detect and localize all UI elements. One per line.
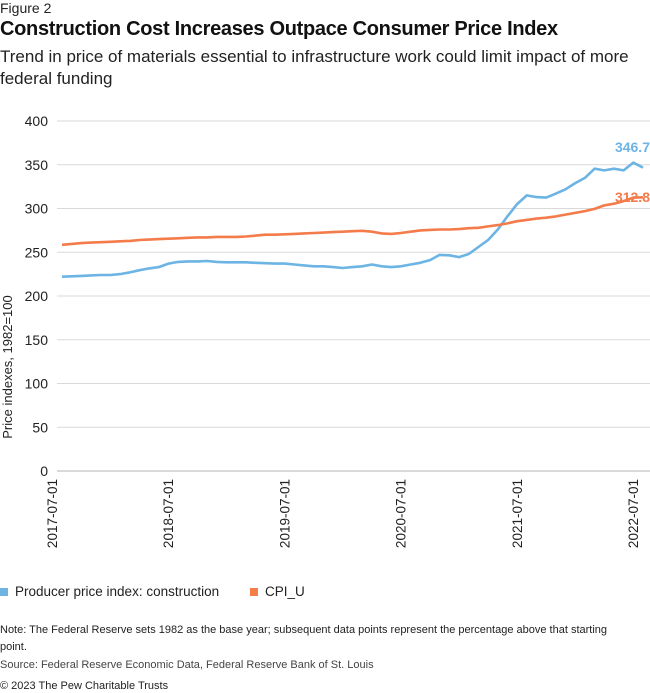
legend-swatch-ppi bbox=[0, 587, 8, 596]
series-lines bbox=[61, 161, 644, 278]
legend-label-ppi: Producer price index: construction bbox=[15, 584, 220, 599]
chart-subtitle: Trend in price of materials essential to… bbox=[0, 47, 629, 88]
y-tick-label: 250 bbox=[25, 244, 49, 260]
end-labels: 346.7 312.8 bbox=[615, 139, 650, 205]
legend-item-cpi: CPI_U bbox=[250, 584, 305, 599]
series-line-ppi bbox=[61, 161, 644, 278]
note: Note: The Federal Reserve sets 1982 as t… bbox=[0, 624, 608, 653]
end-label-cpi: 312.8 bbox=[615, 189, 650, 205]
x-tick-label: 2020-07-01 bbox=[394, 479, 409, 548]
x-tick-label: 2022-07-01 bbox=[626, 479, 641, 548]
figure-label: Figure 2 bbox=[0, 0, 52, 16]
y-tick-label: 400 bbox=[25, 113, 49, 129]
y-tick-label: 350 bbox=[25, 157, 49, 173]
legend-label-cpi: CPI_U bbox=[265, 584, 305, 599]
x-tick-label: 2021-07-01 bbox=[510, 479, 525, 548]
x-tick-label: 2017-07-01 bbox=[45, 479, 60, 548]
y-tick-label: 200 bbox=[25, 288, 49, 304]
source: Source: Federal Reserve Economic Data, F… bbox=[0, 659, 374, 671]
y-tick-label: 50 bbox=[32, 419, 48, 435]
legend: Producer price index: construction CPI_U bbox=[0, 584, 305, 599]
x-tick-labels: 2017-07-01 2018-07-01 2019-07-01 2020-07-01… bbox=[45, 479, 641, 548]
legend-item-ppi: Producer price index: construction bbox=[0, 584, 250, 599]
chart-title: Construction Cost Increases Outpace Cons… bbox=[0, 18, 558, 40]
line-chart: 0 50 100 150 200 250 300 350 400 2017-07-01 2018-… bbox=[0, 113, 650, 548]
y-tick-label: 0 bbox=[40, 463, 48, 479]
copyright: © 2023 The Pew Charitable Trusts bbox=[0, 680, 169, 692]
x-tick-label: 2019-07-01 bbox=[277, 479, 292, 548]
series-line-cpi bbox=[61, 196, 644, 247]
end-label-ppi: 346.7 bbox=[615, 139, 650, 155]
y-tick-labels: 0 50 100 150 200 250 300 350 400 bbox=[25, 113, 49, 479]
y-tick-label: 300 bbox=[25, 201, 49, 217]
y-tick-label: 150 bbox=[25, 332, 49, 348]
gridlines bbox=[57, 120, 650, 472]
y-axis-label: Price indexes, 1982=100 bbox=[0, 295, 15, 438]
legend-swatch-cpi bbox=[250, 587, 258, 596]
x-tick-label: 2018-07-01 bbox=[161, 479, 176, 548]
y-tick-label: 100 bbox=[25, 376, 49, 392]
